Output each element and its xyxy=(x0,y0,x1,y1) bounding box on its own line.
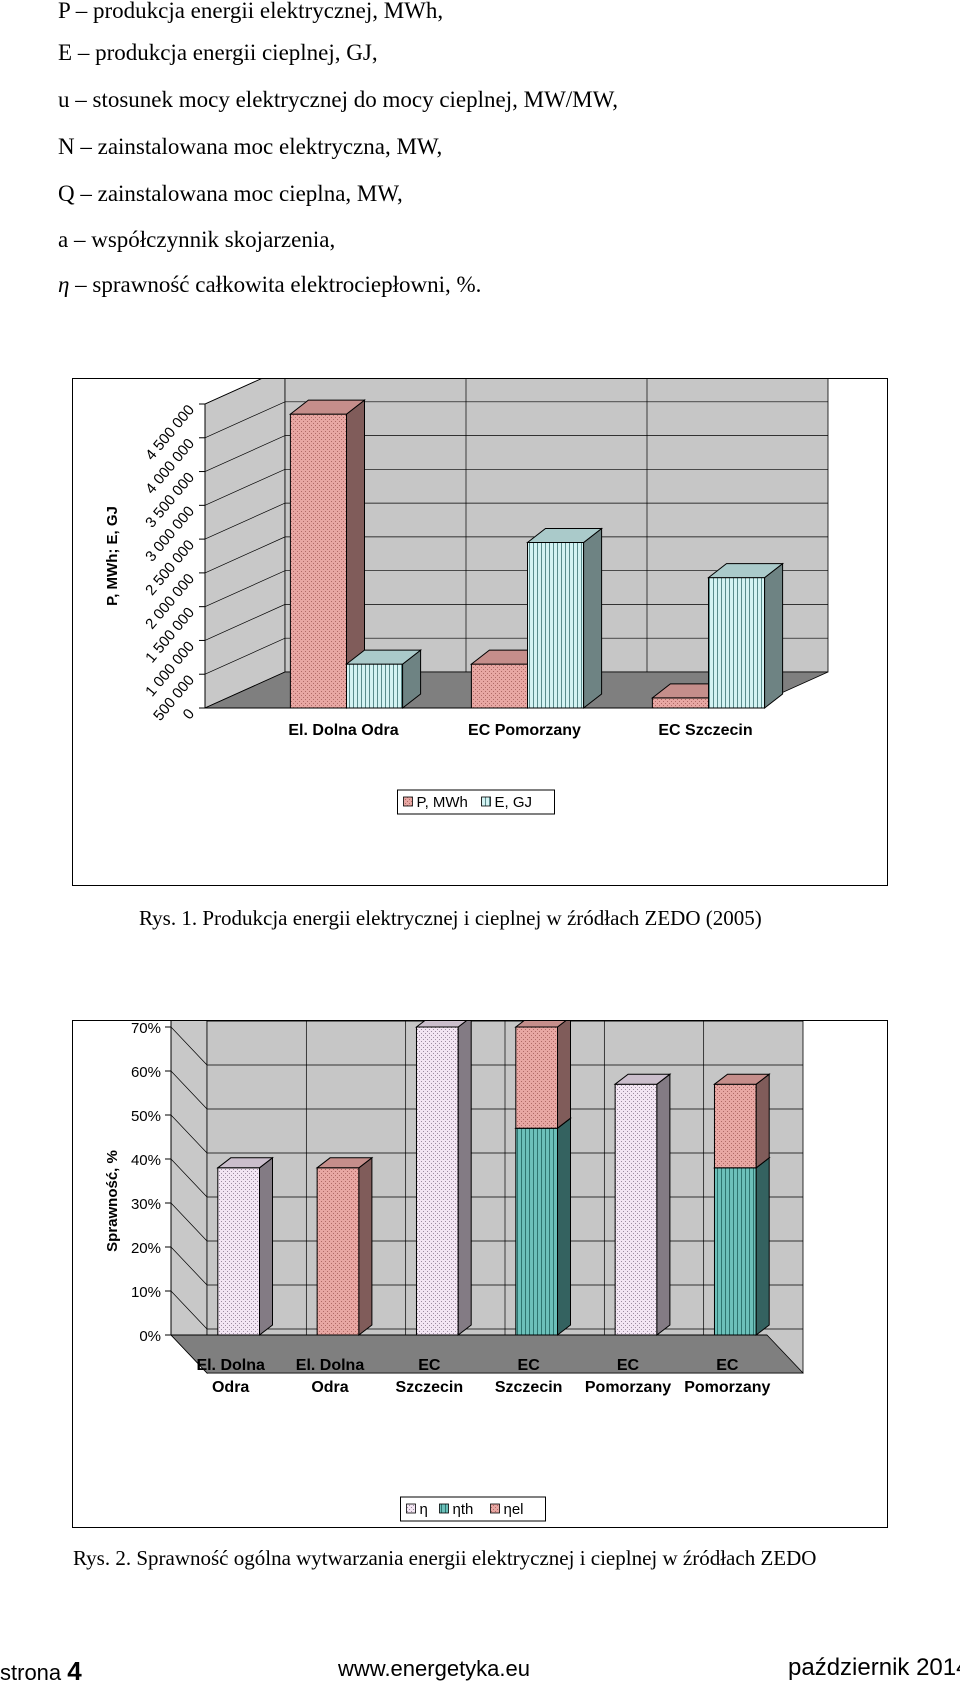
y-tick-label: 50% xyxy=(131,1108,161,1125)
definition-line: Q – zainstalowana moc cieplna, MW, xyxy=(58,181,403,207)
definition-line: P – produkcja energii elektrycznej, MWh, xyxy=(58,0,443,24)
bar xyxy=(345,649,423,710)
chart-legend: P, MWh E, GJ xyxy=(397,789,555,815)
legend-entry: E, GJ xyxy=(495,794,533,811)
definition-text: – zainstalowana moc elektryczna, MW, xyxy=(74,134,443,159)
chart-efficiency: 0%10%20%30%40%50%60%70%80%Sprawność, %El… xyxy=(72,1020,888,1528)
category-label: EC Szczecin xyxy=(658,722,752,739)
definition-symbol: N xyxy=(58,134,75,159)
definition-symbol: η xyxy=(58,272,70,297)
y-axis-label: Sprawność, % xyxy=(104,1150,121,1252)
y-tick-label: 0 xyxy=(180,706,198,723)
bar xyxy=(288,399,366,710)
category-label: EC xyxy=(716,1357,739,1374)
website-link[interactable]: www.energetyka.eu xyxy=(338,1656,530,1681)
category-label: Pomorzany xyxy=(585,1379,671,1396)
bar xyxy=(713,1156,771,1337)
legend-swatch xyxy=(490,1503,500,1514)
y-tick-label: 30% xyxy=(131,1196,161,1213)
category-label: Odra xyxy=(311,1379,348,1396)
y-tick-label: 60% xyxy=(131,1064,161,1081)
definition-line: E – produkcja energii cieplnej, GJ, xyxy=(58,40,378,66)
chart-efficiency-canvas: 0%10%20%30%40%50%60%70%80%Sprawność, %El… xyxy=(104,1021,804,1522)
legend-swatch xyxy=(481,796,491,807)
definition-symbol: u xyxy=(58,87,70,112)
y-axis-label: P, MWh; E, GJ xyxy=(104,506,121,606)
definition-text: – współczynnik skojarzenia, xyxy=(68,227,336,252)
category-label: Odra xyxy=(212,1379,249,1396)
bar xyxy=(713,1073,771,1169)
bar xyxy=(315,1156,374,1337)
category-label: EC xyxy=(518,1357,541,1374)
issue-date: październik 2014 xyxy=(788,1654,960,1681)
figure-caption-2: Rys. 2. Sprawność ogólna wytwarzania ene… xyxy=(73,1546,817,1570)
gridline xyxy=(204,379,262,405)
y-tick-label: 0% xyxy=(139,1328,161,1345)
definition-line: N – zainstalowana moc elektryczna, MW, xyxy=(58,134,442,160)
figure-caption-1: Rys. 1. Produkcja energii elektrycznej i… xyxy=(139,906,762,930)
definition-symbol: a xyxy=(58,227,69,252)
bar xyxy=(216,1156,274,1337)
category-label: El. Dolna xyxy=(296,1357,365,1374)
definition-symbol: E xyxy=(58,40,73,65)
bar xyxy=(514,1021,571,1130)
definition-text: – produkcja energii elektrycznej, MWh, xyxy=(69,0,444,23)
definition-line: u – stosunek mocy elektrycznej do mocy c… xyxy=(58,87,618,113)
category-label: Szczecin xyxy=(495,1379,563,1396)
definition-text: – zainstalowana moc cieplna, MW, xyxy=(74,181,403,206)
y-tick-label: 70% xyxy=(131,1021,161,1037)
y-tick-label: 40% xyxy=(131,1152,161,1169)
definition-symbol: P xyxy=(58,0,70,23)
legend-swatch xyxy=(406,1503,416,1514)
chart-floor xyxy=(170,1334,804,1374)
category-label: Szczecin xyxy=(396,1379,464,1396)
category-label: EC xyxy=(617,1357,640,1374)
chart-energy-production: 0 500 000 1 000 000 1 500 000 2 000 000 2 500… xyxy=(72,378,888,886)
legend-entry: P, MWh xyxy=(417,794,468,811)
definition-text: – stosunek mocy elektrycznej do mocy cie… xyxy=(69,87,618,112)
category-label: El. Dolna Odra xyxy=(288,722,398,739)
definition-text: – produkcja energii cieplnej, GJ, xyxy=(72,40,378,65)
y-tick-label: 10% xyxy=(131,1284,161,1301)
bar xyxy=(707,562,785,710)
category-label: EC Pomorzany xyxy=(468,722,581,739)
page-label: strona xyxy=(0,1660,62,1685)
page-number: strona 4 xyxy=(0,1656,82,1687)
legend-entry: ηth xyxy=(453,1501,474,1518)
definition-text: – sprawność całkowita elektrociepłowni, … xyxy=(69,272,482,297)
chart-walls xyxy=(165,1021,804,1375)
category-label: El. Dolna xyxy=(196,1357,265,1374)
category-label: Pomorzany xyxy=(684,1379,770,1396)
bar xyxy=(514,1117,572,1337)
definition-line: η – sprawność całkowita elektrociepłowni… xyxy=(58,272,481,298)
definition-line: a – współczynnik skojarzenia, xyxy=(58,227,335,253)
legend-entry: ηel xyxy=(504,1501,524,1518)
legend-entry: η xyxy=(420,1501,428,1518)
y-tick-label: 20% xyxy=(131,1240,161,1257)
chart-legend: η ηth ηel xyxy=(400,1496,546,1522)
page-number-value: 4 xyxy=(67,1656,82,1686)
legend-swatch xyxy=(439,1503,449,1514)
legend-swatch xyxy=(403,796,413,807)
bar xyxy=(415,1021,472,1337)
category-label: EC xyxy=(418,1357,441,1374)
bar xyxy=(526,527,604,710)
definition-symbol: Q xyxy=(58,181,75,206)
bar xyxy=(613,1073,672,1337)
